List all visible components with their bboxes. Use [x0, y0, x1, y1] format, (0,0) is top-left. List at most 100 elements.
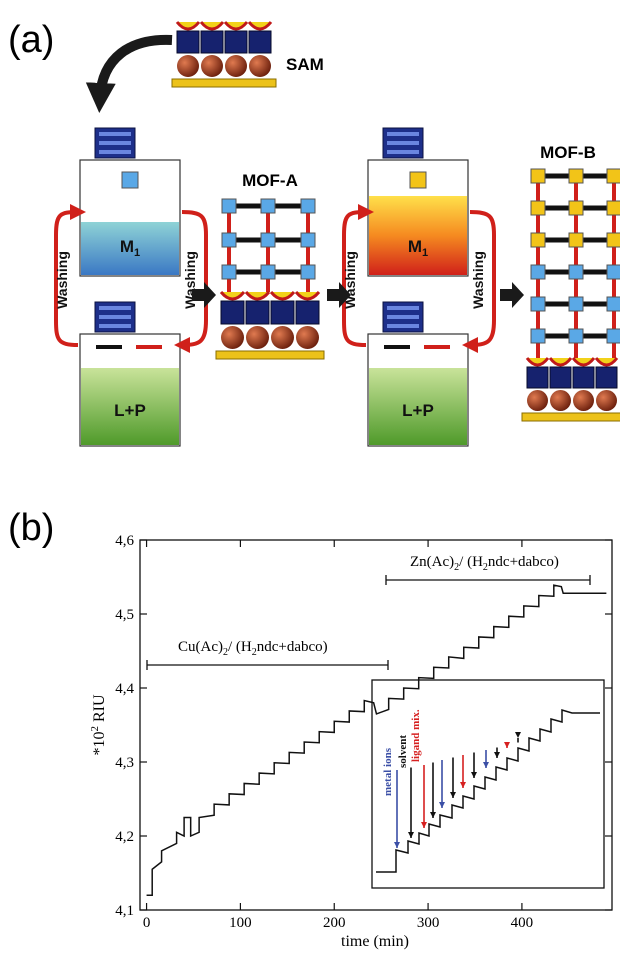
cap-stripe: [387, 324, 419, 328]
mof-b-label: MOF-B: [540, 143, 596, 162]
thiol-ball: [225, 55, 247, 77]
annotation-part: / (H: [459, 554, 483, 570]
metal-node: [531, 201, 545, 215]
y-tick-label: 4,6: [115, 533, 134, 549]
metal-node: [607, 265, 620, 279]
metal-node: [607, 201, 620, 215]
bracket: [147, 660, 388, 670]
cap-stripe: [99, 150, 131, 154]
thiol-ball: [271, 326, 294, 349]
anchor: [550, 358, 571, 365]
ligand-bar: [384, 345, 410, 349]
page: (a) SAM MOF-A MOF-B M1L+PWashingWashingM…: [0, 0, 620, 956]
anchor: [225, 22, 247, 29]
metal-node: [531, 169, 545, 183]
annotation-part: Cu(Ac): [178, 639, 223, 655]
metal-node: [569, 265, 583, 279]
cap-stripe: [99, 132, 131, 136]
metal-node: [301, 265, 315, 279]
cap-stripe: [99, 315, 131, 319]
thiol-block: [573, 367, 594, 388]
ligand-bar: [136, 345, 162, 349]
anchor: [271, 292, 294, 299]
metal-node: [531, 265, 545, 279]
anchor: [201, 22, 223, 29]
inset-label: solvent: [397, 735, 409, 768]
y-tick-label: 4,3: [115, 755, 134, 771]
cap: [95, 302, 135, 332]
thiol-ball: [527, 390, 548, 411]
y-tick-label: 4,5: [115, 607, 134, 623]
inset-frame: [372, 680, 604, 888]
cap-stripe: [99, 141, 131, 145]
thiol-block: [225, 31, 247, 53]
cap: [383, 302, 423, 332]
metal-node: [222, 233, 236, 247]
thiol-ball: [246, 326, 269, 349]
annotation: Cu(Ac)2/ (H2ndc+dabco): [178, 639, 328, 658]
inset-label: ligand mix.: [410, 709, 422, 762]
metal-node: [607, 169, 620, 183]
metal-label-part: M: [408, 237, 422, 256]
cap: [383, 128, 423, 158]
ligand-label: L+P: [114, 401, 146, 420]
sam: [216, 292, 324, 359]
panel-label: (a): [8, 19, 54, 61]
y-axis-label-part: *10: [91, 732, 108, 756]
transfer-arrow: [100, 40, 172, 98]
metal-node: [301, 233, 315, 247]
thiol-block: [177, 31, 199, 53]
bracket: [386, 575, 590, 585]
annotation-part: ndc+dabco): [488, 554, 559, 570]
figure: (a) SAM MOF-A MOF-B M1L+PWashingWashingM…: [0, 0, 620, 956]
gold-substrate: [172, 79, 276, 87]
metal-node: [222, 265, 236, 279]
y-axis-label: *102 RIU: [89, 694, 108, 756]
metal-label-part: 1: [422, 247, 428, 259]
cap-stripe: [387, 141, 419, 145]
cap-stripe: [387, 306, 419, 310]
anchor: [573, 358, 594, 365]
mof-a-label: MOF-A: [242, 171, 298, 190]
metal-node: [531, 233, 545, 247]
x-axis-label: time (min): [341, 933, 409, 950]
metal-node: [261, 233, 275, 247]
liquid: [369, 196, 467, 275]
anchor: [596, 358, 617, 365]
metal-node: [531, 329, 545, 343]
annotation-part: ndc+dabco): [257, 639, 328, 655]
metal-node: [222, 199, 236, 213]
ligand-bar: [424, 345, 450, 349]
metal-node: [569, 201, 583, 215]
ligand-bar: [96, 345, 122, 349]
cap-stripe: [387, 132, 419, 136]
inset-label: metal ions: [382, 747, 394, 796]
anchor: [221, 292, 244, 299]
annotation-part: Zn(Ac): [410, 554, 454, 570]
thiol-ball: [221, 326, 244, 349]
anchor: [296, 292, 319, 299]
cap: [95, 128, 135, 158]
x-tick-label: 300: [417, 915, 440, 931]
panel-label: (b): [8, 507, 54, 549]
y-tick-label: 4,2: [115, 829, 134, 845]
thiol-block: [550, 367, 571, 388]
step-arrow: [500, 282, 524, 308]
metal-node: [607, 297, 620, 311]
gold-substrate: [216, 351, 324, 359]
washing-label: Washing: [470, 251, 486, 309]
annotation: Zn(Ac)2/ (H2ndc+dabco): [410, 554, 559, 573]
thiol-ball: [596, 390, 617, 411]
thiol-block: [246, 301, 269, 324]
thiol-ball: [201, 55, 223, 77]
washing-label: Washing: [54, 251, 70, 309]
metal-node: [569, 169, 583, 183]
cap-stripe: [99, 306, 131, 310]
metal-node: [261, 199, 275, 213]
metal-node: [569, 233, 583, 247]
anchor: [249, 22, 271, 29]
cap-stripe: [99, 324, 131, 328]
x-tick-label: 200: [323, 915, 346, 931]
thiol-block: [296, 301, 319, 324]
thiol-ball: [296, 326, 319, 349]
